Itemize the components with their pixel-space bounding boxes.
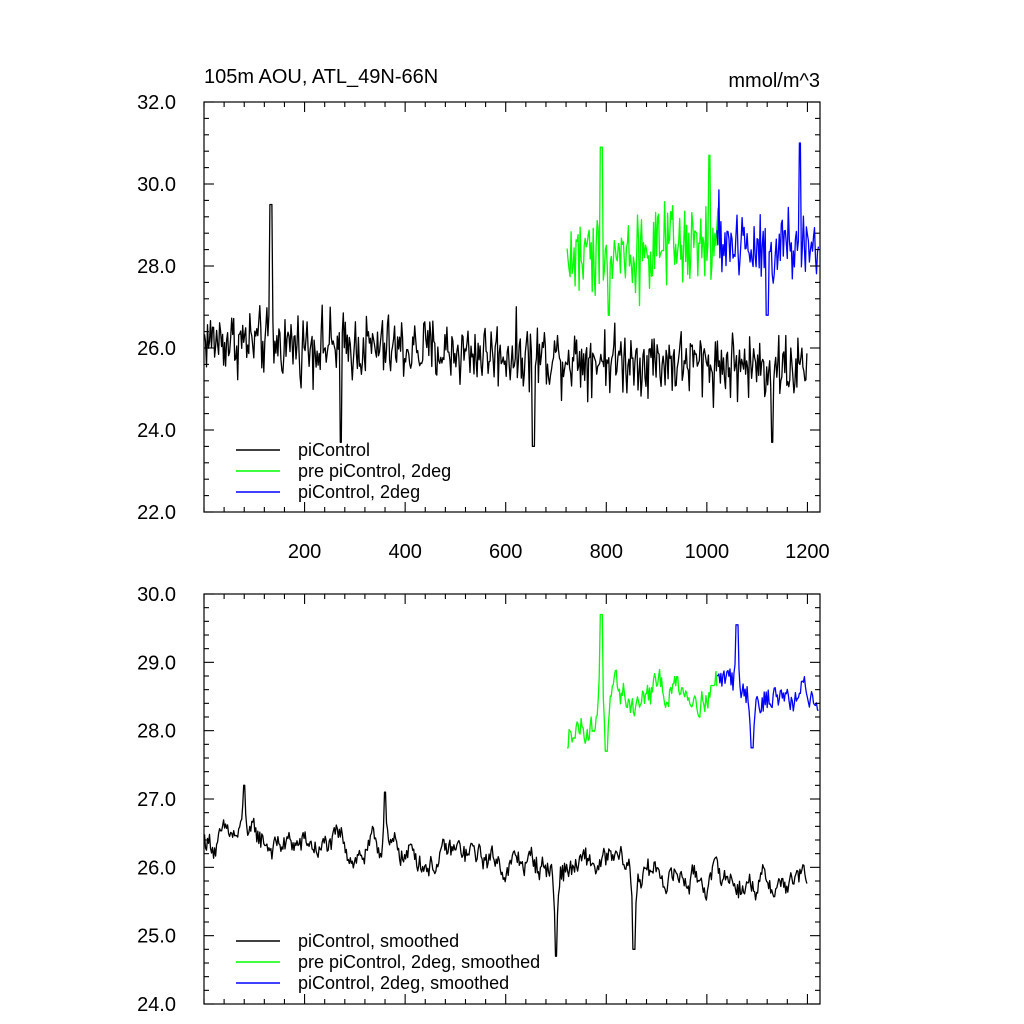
y-tick-label: 26.0 [137,338,176,360]
legend-label: pre piControl, 2deg [298,461,451,481]
series-line-picontrol-2deg-smoothed [716,624,819,749]
y-tick-label: 30.0 [137,174,176,196]
y-tick-label: 24.0 [137,994,176,1016]
y-tick-label: 28.0 [137,256,176,278]
x-tick-label: 600 [489,541,522,563]
y-tick-label: 32.0 [137,92,176,114]
plot-frame [203,593,821,1005]
y-tick-label: 29.0 [137,652,176,674]
x-tick-label: 1000 [685,541,730,563]
series-line-picontrol-smoothed [204,784,808,957]
x-tick-label: 400 [388,541,421,563]
y-tick-label: 26.0 [137,857,176,879]
legend-label: piControl, 2deg, smoothed [298,973,509,993]
legend-label: pre piControl, 2deg, smoothed [298,952,540,972]
top-panel: 105m AOU, ATL_49N-66N mmol/m^3 22.0 24.0 2… [137,66,830,563]
x-tick-label: 200 [288,541,321,563]
series-group [204,142,820,448]
y-tick-label: 22.0 [137,502,176,524]
top-title-left: 105m AOU, ATL_49N-66N [204,66,438,88]
x-tick-label: 1200 [785,541,830,563]
series-line-picontrol-2deg [716,142,820,316]
series-line-pre-picontrol-2deg [566,146,720,316]
legend-label: piControl, 2deg [298,482,420,502]
y-tick-label: 25.0 [137,926,176,948]
y-tick-label: 28.0 [137,721,176,743]
legend-label: piControl, smoothed [298,931,459,951]
series-group [204,613,819,957]
bottom-panel: 24.0 25.0 26.0 27.0 28.0 29.0 30.0 piControl, s… [137,584,821,1016]
top-title-right: mmol/m^3 [728,70,820,92]
y-tick-label: 27.0 [137,789,176,811]
y-tick-label: 30.0 [137,584,176,606]
x-tick-label: 800 [590,541,623,563]
plot-frame [203,101,821,513]
legend-label: piControl [298,440,370,460]
series-line-picontrol [204,203,808,448]
series-line-pre-picontrol-2deg-smoothed [567,613,718,752]
y-tick-label: 24.0 [137,420,176,442]
